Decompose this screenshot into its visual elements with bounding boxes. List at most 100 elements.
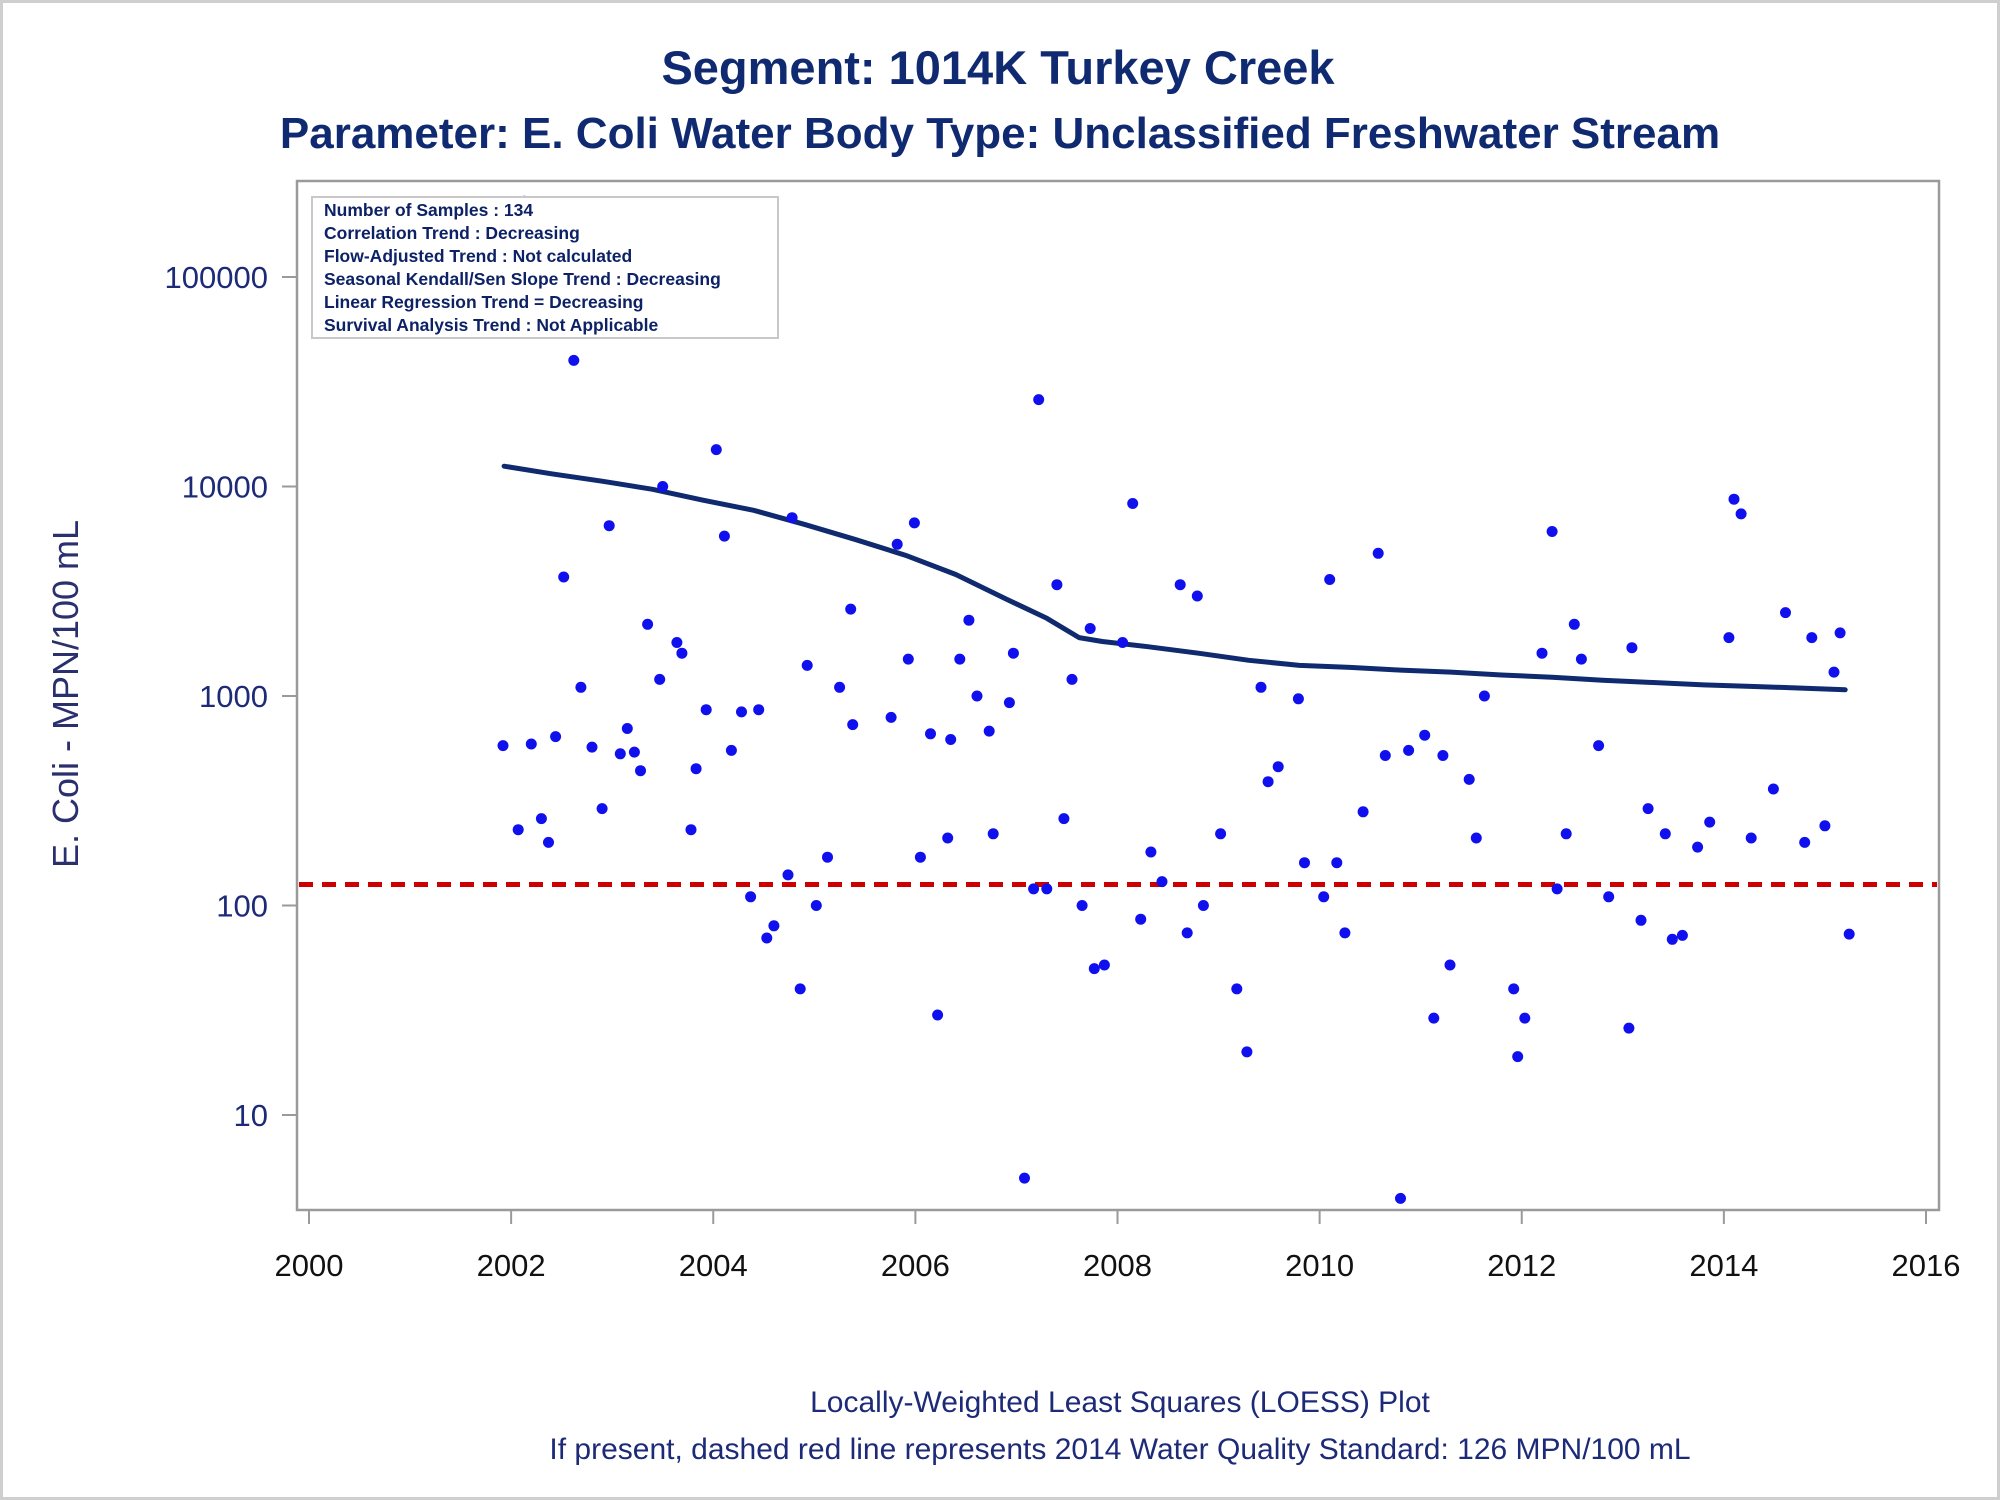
data-point: [690, 763, 702, 775]
data-point: [1324, 574, 1336, 585]
data-point: [891, 538, 903, 550]
x-tick-label: 2010: [1285, 1248, 1354, 1283]
loess-curve: [501, 463, 1848, 693]
data-point: [1299, 857, 1310, 869]
data-point: [942, 832, 954, 844]
data-point: [1028, 883, 1040, 895]
data-point: [786, 512, 798, 524]
data-point: [497, 740, 509, 752]
data-point: [1098, 959, 1110, 971]
data-point: [1262, 776, 1274, 788]
data-point: [558, 571, 570, 583]
data-point: [1470, 832, 1482, 844]
data-point: [914, 851, 926, 863]
data-point: [725, 744, 737, 756]
data-point: [1135, 913, 1147, 925]
data-point: [1419, 729, 1431, 741]
data-point: [676, 647, 688, 659]
data-point: [685, 824, 697, 836]
data-point: [736, 706, 747, 718]
y-tick-label: 10000: [182, 470, 268, 505]
data-point: [1181, 927, 1193, 939]
data-point: [1331, 857, 1343, 869]
y-axis: 10 100 1000 10000 100000: [165, 260, 297, 1133]
data-point: [1318, 891, 1330, 903]
stats-samples: Number of Samples : 134: [324, 200, 533, 220]
data-point: [596, 803, 608, 815]
data-point: [768, 920, 780, 932]
data-point: [1568, 618, 1580, 630]
data-point: [1463, 773, 1475, 785]
data-point: [1197, 900, 1209, 911]
data-point: [1575, 653, 1587, 665]
data-point: [1395, 1192, 1406, 1204]
data-point: [925, 728, 936, 740]
data-point: [512, 824, 524, 836]
data-point: [1512, 1051, 1524, 1063]
stats-survival-analysis-trend: Survival Analysis Trend : Not Applicable: [324, 315, 658, 335]
data-point: [1623, 1022, 1635, 1034]
data-point: [1659, 828, 1671, 840]
data-point: [535, 813, 547, 825]
stats-correlation-trend: Correlation Trend : Decreasing: [324, 223, 580, 243]
data-point: [1403, 744, 1415, 756]
data-point: [1088, 963, 1100, 975]
data-point: [1819, 820, 1831, 832]
chart-subtitle: Parameter: E. Coli Water Body Type: Uncl…: [280, 109, 1720, 158]
data-point: [1551, 883, 1563, 895]
data-point: [761, 932, 773, 944]
data-point: [1735, 508, 1747, 520]
data-point: [885, 711, 897, 723]
y-tick-label: 100: [216, 889, 268, 924]
x-tick-label: 2014: [1689, 1248, 1758, 1283]
data-point: [1723, 632, 1735, 644]
footnote-loess: Locally-Weighted Least Squares (LOESS) P…: [810, 1386, 1430, 1419]
data-point: [1843, 928, 1855, 940]
data-point: [1003, 697, 1015, 709]
data-point: [1231, 983, 1243, 995]
x-tick-label: 2008: [1083, 1248, 1152, 1283]
data-point: [642, 618, 654, 630]
data-point: [1117, 637, 1129, 648]
data-point: [954, 653, 966, 665]
data-point: [845, 603, 857, 615]
data-point: [1145, 846, 1157, 858]
data-point: [1745, 832, 1757, 844]
data-point: [1019, 1172, 1030, 1184]
data-point: [1546, 526, 1558, 537]
data-point: [586, 741, 598, 753]
data-point: [1799, 836, 1811, 848]
x-tick-label: 2006: [881, 1248, 950, 1283]
data-point: [1593, 740, 1605, 752]
data-point: [1215, 828, 1227, 840]
data-point: [1635, 914, 1647, 926]
y-tick-label: 10: [234, 1098, 268, 1133]
data-point: [1066, 673, 1078, 685]
data-point: [847, 719, 859, 731]
data-point: [525, 738, 537, 750]
data-points: [497, 195, 1855, 1204]
data-point: [1676, 929, 1688, 941]
data-point: [908, 517, 920, 529]
data-point: [1357, 806, 1369, 818]
y-axis-label: E. Coli - MPN/100 mL: [45, 520, 86, 868]
trend-stats-box-frame: [311, 196, 779, 339]
data-point: [575, 681, 587, 693]
data-point: [1508, 983, 1520, 995]
stats-linear-regression-trend: Linear Regression Trend = Decreasing: [324, 292, 644, 312]
data-point: [1272, 761, 1284, 773]
data-point: [1372, 547, 1384, 559]
data-point: [700, 704, 712, 716]
data-point: [1051, 579, 1063, 591]
data-point: [932, 1009, 944, 1021]
x-tick-label: 2002: [477, 1248, 546, 1283]
stats-flow-adjusted-trend: Flow-Adjusted Trend : Not calculated: [324, 246, 632, 266]
data-point: [945, 734, 957, 745]
x-tick-label: 2016: [1892, 1248, 1961, 1283]
data-point: [753, 704, 765, 716]
data-point: [1255, 681, 1267, 693]
data-point: [1519, 1012, 1531, 1024]
data-point: [1828, 666, 1840, 678]
data-point: [671, 637, 683, 648]
